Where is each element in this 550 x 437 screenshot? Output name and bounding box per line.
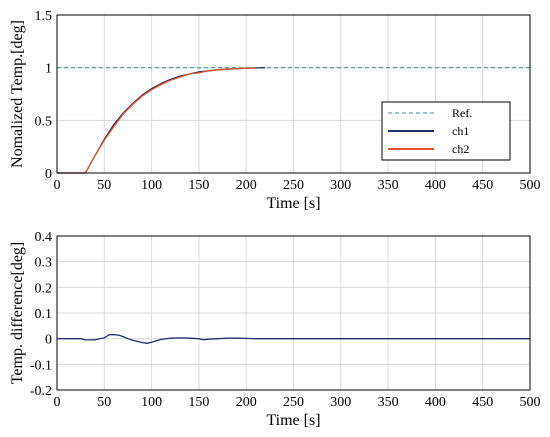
x-tick-labels-top: 0 50 100 150 200 250 300 350 400 450 500 bbox=[54, 178, 541, 193]
y-tick-label: 0 bbox=[45, 167, 52, 182]
series-lines-bottom bbox=[57, 333, 530, 344]
grid-lines-bottom bbox=[56, 235, 531, 391]
series-line-ch2 bbox=[57, 67, 256, 174]
chart-temp-difference: 0 50 100 150 200 250 300 350 400 450 500 -0.2 -0.1 0… bbox=[9, 230, 541, 429]
y-tick-labels-top: 0 0.5 1 1.5 bbox=[35, 9, 53, 182]
legend-label: ch1 bbox=[452, 124, 469, 138]
y-tick-label: 0.1 bbox=[35, 307, 53, 322]
x-tick-labels-bottom: 0 50 100 150 200 250 300 350 400 450 500 bbox=[54, 395, 541, 410]
x-tick-label: 300 bbox=[330, 178, 351, 193]
x-tick-label: 50 bbox=[97, 395, 111, 410]
x-tick-label: 250 bbox=[283, 178, 304, 193]
x-axis-label-top: Time [s] bbox=[266, 195, 320, 212]
x-tick-label: 0 bbox=[54, 178, 61, 193]
x-tick-label: 150 bbox=[188, 178, 209, 193]
x-tick-label: 350 bbox=[378, 395, 399, 410]
series-line-diff bbox=[57, 333, 530, 344]
x-tick-label: 200 bbox=[236, 178, 257, 193]
x-tick-label: 500 bbox=[520, 178, 541, 193]
x-tick-label: 150 bbox=[188, 395, 209, 410]
y-tick-label: 1.5 bbox=[35, 9, 53, 24]
x-tick-label: 100 bbox=[141, 395, 162, 410]
y-tick-label: 0.4 bbox=[35, 230, 53, 245]
x-tick-label: 200 bbox=[236, 395, 257, 410]
legend: Ref. ch1 ch2 bbox=[381, 101, 511, 161]
x-tick-label: 250 bbox=[283, 395, 304, 410]
x-tick-label: 400 bbox=[425, 178, 446, 193]
y-tick-label: -0.1 bbox=[30, 358, 52, 373]
x-tick-label: 300 bbox=[330, 395, 351, 410]
chart-normalized-temp: 0 50 100 150 200 250 300 350 400 450 500 00.511.5 … bbox=[9, 9, 541, 212]
x-tick-label: 500 bbox=[520, 395, 541, 410]
y-tick-labels-bottom: -0.2 -0.1 0 0.1 0.2 0.3 0.4 bbox=[30, 230, 52, 399]
y-axis-label-top: Nomalized Temp.[deg] bbox=[9, 20, 26, 168]
x-tick-label: 100 bbox=[141, 178, 162, 193]
legend-label: ch2 bbox=[452, 142, 469, 156]
x-tick-label: 450 bbox=[472, 178, 493, 193]
x-tick-label: 0 bbox=[54, 395, 61, 410]
y-axis-label-bottom: Temp. difference[deg] bbox=[9, 242, 26, 385]
legend-label: Ref. bbox=[452, 106, 472, 120]
y-tick-label: 0.3 bbox=[35, 256, 53, 271]
plot-frame-top bbox=[56, 14, 531, 174]
y-tick-label: 1 bbox=[45, 62, 52, 77]
x-axis-label-bottom: Time [s] bbox=[266, 412, 320, 429]
y-tick-label: 0 bbox=[45, 333, 52, 348]
y-tick-label: -0.2 bbox=[30, 384, 52, 399]
y-tick-label: 0.2 bbox=[35, 281, 53, 296]
x-tick-label: 400 bbox=[425, 395, 446, 410]
y-tick-label: 0.5 bbox=[35, 114, 53, 129]
x-tick-label: 50 bbox=[97, 178, 111, 193]
plot-frame-bottom bbox=[56, 235, 531, 391]
x-tick-label: 350 bbox=[378, 178, 399, 193]
x-tick-label: 450 bbox=[472, 395, 493, 410]
series-lines-top bbox=[57, 67, 530, 174]
